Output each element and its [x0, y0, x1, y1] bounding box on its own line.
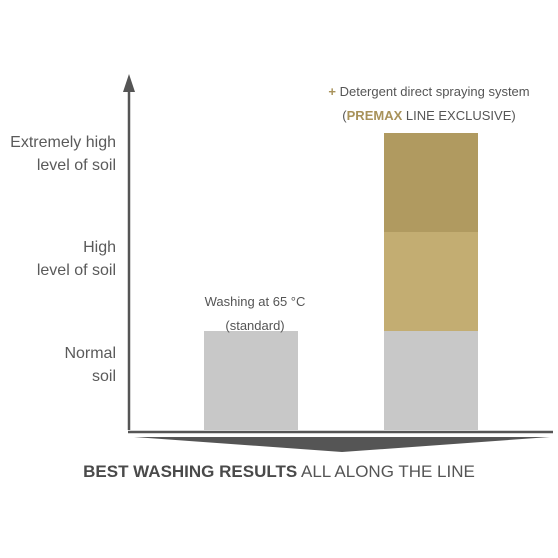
bar-2-segment-1 — [384, 331, 478, 430]
footer-tagline: BEST WASHING RESULTS ALL ALONG THE LINE — [0, 462, 558, 482]
bar-1-segment-1 — [204, 331, 298, 430]
y-label-high-line2: level of soil — [36, 262, 116, 279]
y-axis-arrow-icon — [123, 74, 135, 92]
y-label-extreme: Extremely high level of soil — [10, 131, 116, 177]
y-label-high: High level of soil — [37, 236, 116, 282]
bars-layer — [204, 133, 478, 430]
y-label-high-line1: High — [83, 239, 116, 256]
premax-brand: PREMAX — [346, 108, 403, 123]
standard-annotation-line1: Washing at 65 °C — [204, 294, 306, 309]
plus-icon: + — [328, 84, 336, 99]
bar-2-segment-2 — [384, 232, 478, 331]
y-label-normal-line1: Normal — [64, 345, 116, 362]
standard-annotation: Washing at 65 °C (standard) — [170, 290, 340, 338]
standard-annotation-line2: (standard) — [225, 318, 285, 333]
y-label-extreme-line1: Extremely high — [10, 134, 116, 151]
premax-annotation-line1: + Detergent direct spraying system — [300, 80, 558, 104]
y-label-normal-line2: soil — [91, 368, 116, 385]
y-label-normal: Normal soil — [64, 342, 116, 388]
premax-annotation-line2: (PREMAX LINE EXCLUSIVE) — [300, 104, 558, 128]
footer-rest: ALL ALONG THE LINE — [297, 462, 475, 481]
premax-annotation-text: Detergent direct spraying system — [339, 84, 530, 99]
bar-2-segment-3 — [384, 133, 478, 232]
y-label-extreme-line2: level of soil — [36, 157, 116, 174]
premax-annotation: + Detergent direct spraying system (PREM… — [300, 80, 558, 128]
premax-open-paren: ( — [342, 108, 347, 123]
underline-wedge-icon — [134, 437, 550, 452]
premax-line-exclusive: LINE EXCLUSIVE) — [402, 108, 516, 123]
footer-bold: BEST WASHING RESULTS — [83, 462, 298, 481]
